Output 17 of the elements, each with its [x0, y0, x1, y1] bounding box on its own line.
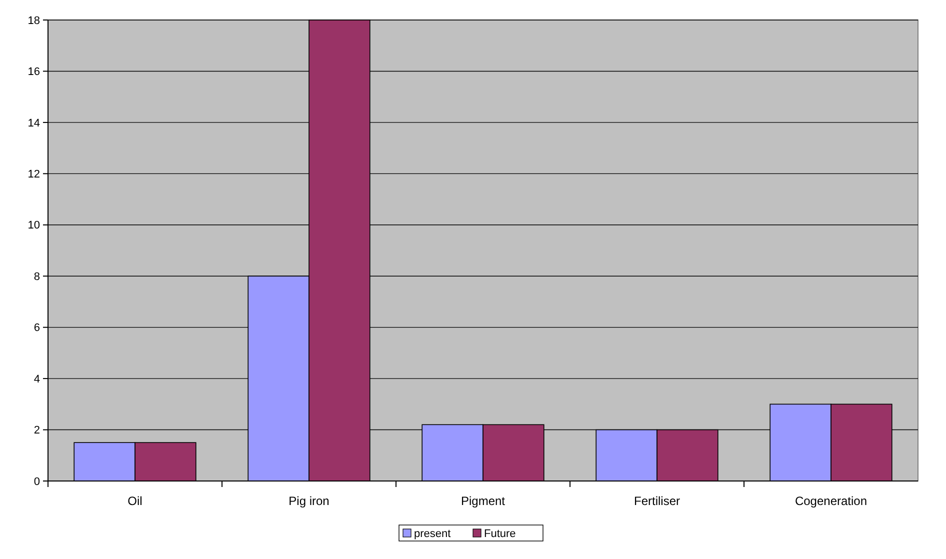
y-tick-label: 2 — [34, 424, 40, 437]
y-tick-label: 8 — [34, 270, 40, 283]
x-tick-label: Cogeneration — [794, 494, 868, 508]
y-tick-label: 10 — [28, 220, 40, 232]
legend-label: present — [414, 528, 451, 540]
x-tick-label: Oil — [128, 494, 142, 508]
x-tick-label: Pig iron — [288, 494, 330, 508]
y-tick-label: 14 — [28, 117, 40, 130]
y-tick-label: 12 — [28, 168, 40, 181]
y-tick-label: 4 — [34, 373, 40, 386]
y-tick-label: 0 — [34, 476, 40, 488]
x-tick-label: Fertiliser — [634, 494, 680, 508]
legend-label: Future — [484, 528, 516, 540]
y-tick-label: 16 — [28, 66, 40, 78]
x-tick-label: Pigment — [460, 494, 506, 508]
y-tick-label: 18 — [28, 14, 40, 27]
y-tick-label: 6 — [34, 322, 40, 334]
